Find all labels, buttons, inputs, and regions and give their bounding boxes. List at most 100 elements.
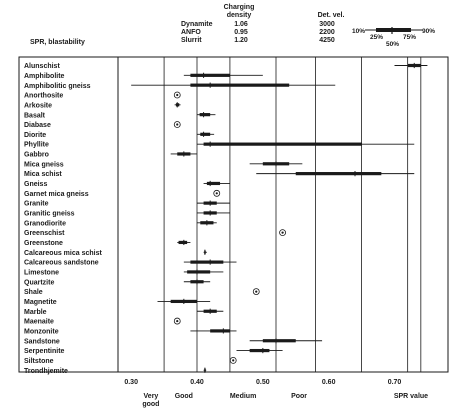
rock-name-label: Sandstone: [24, 338, 60, 345]
explosive-name-slurrit: Slurrit: [181, 37, 202, 44]
detvel-anfo: 2200: [319, 29, 335, 36]
rock-name-label: Maenaite: [24, 319, 54, 326]
rock-row: Sandstone: [24, 338, 323, 345]
rock-name-label: Marble: [24, 309, 47, 316]
density-dynamite: 1.06: [234, 21, 248, 28]
legend-p25-label: 25%: [370, 34, 384, 41]
rock-row: Mica schist: [24, 171, 415, 178]
iqr-box: [200, 132, 211, 136]
single-value-dot: [255, 290, 258, 293]
rock-name-label: Shale: [24, 289, 43, 296]
rock-row: Siltstone: [24, 356, 237, 365]
iqr-box: [295, 172, 382, 176]
rock-name-label: Serpentinite: [24, 348, 65, 355]
rock-name-label: Diorite: [24, 132, 46, 139]
rock-row: Maenaite: [24, 317, 181, 326]
class-label: Good: [175, 393, 193, 400]
iqr-box: [206, 181, 221, 186]
charging-density-title: Charging density: [223, 4, 255, 19]
rock-row: Mica gneiss: [24, 161, 303, 168]
single-value-dot: [281, 231, 284, 234]
rock-row: Arkosite: [24, 102, 181, 109]
rock-name-label: Anorthosite: [24, 93, 63, 100]
explosive-name-anfo: ANFO: [181, 29, 201, 36]
rock-name-label: Garnet mica gneiss: [24, 191, 89, 198]
rock-name-label: Gneiss: [24, 181, 47, 188]
iqr-box: [190, 260, 224, 264]
x-tick-label: 0.60: [322, 379, 336, 386]
rock-row: Serpentinite: [24, 347, 283, 355]
rock-row: Amphibolite: [24, 72, 263, 80]
rock-row: Calcareous sandstone: [24, 259, 237, 267]
iqr-box: [262, 339, 296, 343]
rock-name-label: Diabase: [24, 122, 51, 129]
iqr-box: [199, 113, 211, 117]
rock-name-label: Granite: [24, 201, 49, 208]
rock-name-label: Monzonite: [24, 329, 59, 336]
det-vel-title: Det. vel.: [317, 12, 345, 19]
rock-row: Granodiorite: [24, 220, 217, 227]
legend-p75-label: 75%: [403, 34, 417, 41]
rock-row: Magnetite: [24, 298, 211, 306]
rock-row: Limestone: [24, 269, 224, 277]
rock-row: Gneiss: [24, 180, 230, 188]
plot-frame: [18, 56, 449, 373]
legend-p10-label: 10%: [352, 28, 366, 35]
legend-p50-label: 50%: [386, 41, 400, 48]
rock-row: Greenschist: [24, 229, 286, 237]
x-tick-label: 0.30: [124, 379, 138, 386]
detvel-dynamite: 3000: [319, 21, 335, 28]
rock-row: Garnet mica gneiss: [24, 189, 221, 198]
density-anfo: 0.95: [234, 29, 248, 36]
class-label: Medium: [230, 393, 256, 400]
iqr-box: [190, 83, 290, 87]
spr-blastability-label: SPR, blastability: [30, 39, 85, 46]
density-slurrit: 1.20: [234, 37, 248, 44]
class-label: Very good: [142, 393, 159, 408]
rock-name-label: Phyllite: [24, 142, 49, 149]
x-tick-label: 0.40: [190, 379, 204, 386]
rock-row: Shale: [24, 288, 260, 296]
rock-name-label: Trondhjemite: [24, 368, 68, 375]
rock-name-label: Quartzite: [24, 279, 54, 286]
rock-name-label: Greenstone: [24, 240, 63, 247]
explosive-name-dynamite: Dynamite: [181, 21, 213, 28]
rock-row: Calcareous mica schist: [24, 249, 207, 257]
x-tick-label: 0.70: [388, 379, 402, 386]
rock-row: Granite: [24, 200, 230, 208]
rock-row: Diabase: [24, 121, 181, 129]
rock-name-label: Limestone: [24, 270, 59, 277]
rock-name-label: Basalt: [24, 112, 46, 119]
rock-name-label: Alunschist: [24, 63, 60, 70]
percentile-legend-glyph: [365, 27, 422, 34]
iqr-box: [203, 142, 362, 146]
rock-row: Greenstone: [24, 239, 191, 247]
rock-name-label: Mica schist: [24, 171, 62, 178]
detvel-slurrit: 4250: [319, 37, 335, 44]
rock-row: Phyllite: [24, 141, 415, 149]
rock-name-label: Granitic gneiss: [24, 211, 75, 218]
rock-name-label: Calcareous sandstone: [24, 260, 99, 267]
single-value-dot: [176, 123, 179, 126]
rock-row: Basalt: [24, 112, 216, 119]
class-label: SPR value: [394, 393, 428, 400]
legend-iqr-box: [376, 28, 411, 32]
rock-name-label: Amphibolitic gneiss: [24, 83, 91, 90]
single-value-dot: [176, 319, 179, 323]
rock-row: Diorite: [24, 131, 215, 139]
single-value-dot: [232, 359, 235, 362]
iqr-box: [249, 348, 270, 353]
rock-row: Granitic gneiss: [24, 210, 230, 218]
rock-name-label: Greenschist: [24, 230, 65, 237]
rock-name-label: Gabbro: [24, 152, 49, 159]
rock-row: Alunschist: [24, 62, 428, 70]
x-tick-label: 0.50: [256, 379, 270, 386]
rock-name-label: Calcareous mica schist: [24, 250, 102, 257]
rock-name-label: Granodiorite: [24, 220, 66, 227]
rock-name-label: Magnetite: [24, 299, 57, 306]
iqr-box: [210, 329, 230, 333]
rock-row: Anorthosite: [24, 91, 181, 100]
rock-row: Trondhjemite: [24, 367, 207, 375]
rock-row: Marble: [24, 308, 224, 316]
